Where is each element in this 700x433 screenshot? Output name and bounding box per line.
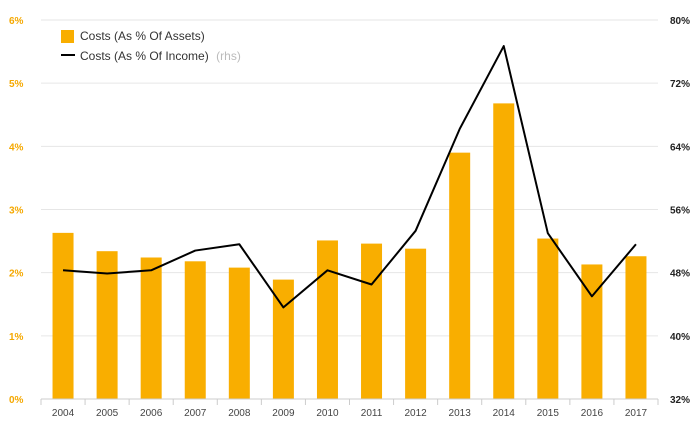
gridlines — [41, 19, 658, 400]
bar-2007 — [184, 261, 206, 399]
bar-2009 — [272, 279, 294, 399]
legend-label-line-text: Costs (As % Of Income) — [80, 49, 209, 63]
legend-label-line: Costs (As % Of Income) (rhs) — [80, 47, 241, 64]
y-right-tick-label: 80% — [670, 16, 690, 27]
bar-2006 — [140, 257, 162, 399]
x-tick-label: 2008 — [228, 408, 251, 419]
y-left-tick-label: 6% — [9, 16, 24, 27]
x-tick-label: 2016 — [581, 408, 604, 419]
bar-2017 — [625, 256, 647, 399]
legend: Costs (As % Of Assets) Costs (As % Of In… — [61, 29, 241, 64]
axes: 2004 2005 2006 2007 2008 2009 2010 2011 2012 2013… — [9, 16, 690, 419]
x-tick-label: 2005 — [96, 408, 119, 419]
x-tick-label: 2006 — [140, 408, 163, 419]
y-right-tick-label: 40% — [670, 332, 690, 343]
y-left-tick-label: 4% — [9, 142, 24, 153]
y-left-tick-label: 1% — [9, 332, 24, 343]
x-tick-label: 2007 — [184, 408, 207, 419]
bar-2008 — [228, 267, 250, 399]
x-tick-label: 2013 — [449, 408, 472, 419]
bar-2010 — [316, 240, 338, 399]
bar-2015 — [537, 238, 559, 399]
bar-2005 — [96, 251, 118, 399]
bar-2014 — [493, 103, 515, 399]
bar-2012 — [405, 248, 427, 399]
legend-label-bar: Costs (As % Of Assets) — [80, 29, 205, 43]
y-left-tick-label: 2% — [9, 269, 24, 280]
bar-2016 — [581, 264, 603, 399]
legend-label-line-suffix: (rhs) — [216, 49, 241, 63]
x-tick-label: 2012 — [404, 408, 427, 419]
legend-swatch-bar — [61, 30, 74, 43]
x-tick-label: 2017 — [625, 408, 648, 419]
y-right-tick-label: 72% — [670, 79, 690, 90]
y-right-tick-label: 56% — [670, 206, 690, 217]
y-left-tick-label: 5% — [9, 79, 24, 90]
x-tick-label: 2010 — [316, 408, 339, 419]
x-tick-label: 2011 — [361, 408, 383, 419]
bar-series — [52, 103, 647, 399]
x-tick-label: 2015 — [537, 408, 560, 419]
y-right-tick-label: 32% — [670, 395, 690, 406]
bar-2011 — [361, 243, 383, 399]
y-left-tick-label: 0% — [9, 395, 24, 406]
x-tick-label: 2014 — [493, 408, 516, 419]
line-series — [62, 45, 637, 309]
y-right-tick-label: 64% — [670, 142, 690, 153]
y-right-tick-label: 48% — [670, 269, 690, 280]
x-tick-label: 2004 — [52, 408, 75, 419]
income-line — [62, 45, 637, 309]
x-tick-label: 2009 — [272, 408, 295, 419]
bar-2013 — [449, 152, 471, 399]
y-left-tick-label: 3% — [9, 206, 24, 217]
bar-2004 — [52, 232, 74, 399]
